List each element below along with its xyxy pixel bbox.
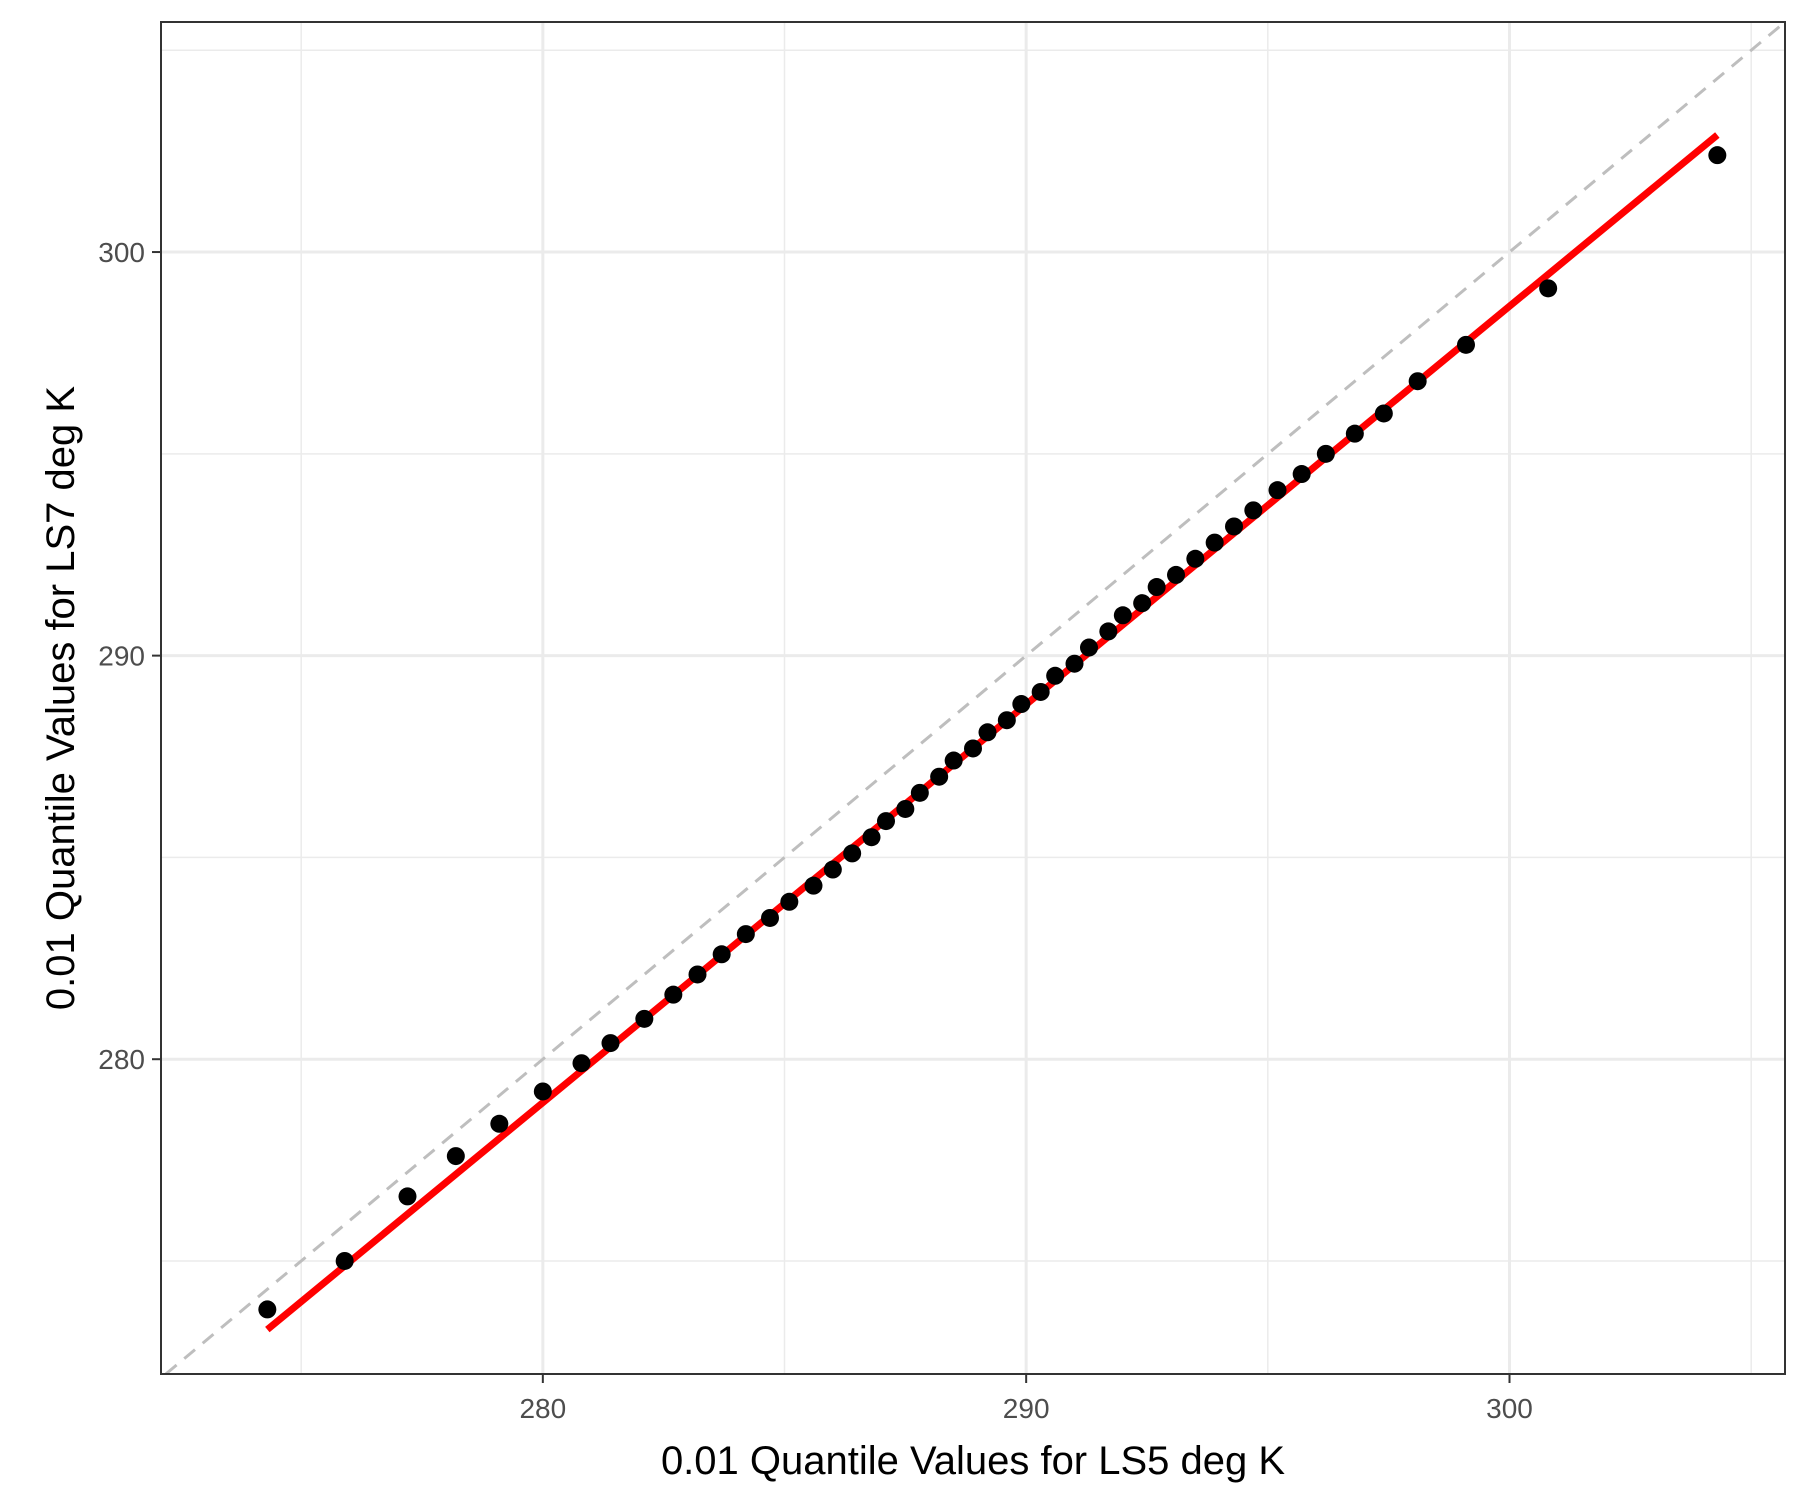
data-point — [736, 925, 755, 944]
data-point — [1205, 533, 1224, 552]
x-tick-label: 290 — [1003, 1393, 1050, 1424]
data-point — [1225, 517, 1243, 536]
x-tick-label: 280 — [519, 1393, 566, 1424]
data-point — [533, 1082, 552, 1101]
data-point — [1065, 654, 1084, 673]
panel-border — [160, 21, 1786, 1375]
data-point — [601, 1034, 620, 1053]
data-point — [877, 812, 895, 831]
major-gridlines — [161, 22, 1785, 1374]
data-point — [1345, 424, 1364, 443]
data-point — [398, 1187, 417, 1206]
data-point — [964, 739, 982, 758]
data-point — [1133, 594, 1152, 613]
data-point — [1031, 682, 1050, 701]
data-point — [446, 1147, 465, 1166]
x-axis-ticks: 280 290 300 — [519, 1374, 1533, 1424]
data-point — [843, 844, 862, 863]
data-point — [944, 751, 963, 770]
data-point — [910, 783, 929, 802]
data-point — [1457, 335, 1475, 354]
y-axis-title: 0.01 Quantile Values for LS7 deg K — [39, 386, 83, 1010]
identity-line — [164, 20, 1786, 1376]
data-point — [635, 1009, 654, 1028]
data-point — [1186, 549, 1205, 568]
data-point — [1046, 666, 1065, 685]
data-point — [1292, 465, 1311, 484]
data-point — [1099, 622, 1118, 641]
x-axis-title: 0.01 Quantile Values for LS5 deg K — [661, 1439, 1285, 1483]
data-point — [688, 965, 707, 984]
data-point — [572, 1054, 591, 1073]
data-point — [664, 985, 683, 1004]
data-point — [1316, 444, 1335, 463]
data-point — [1080, 638, 1098, 657]
data-point — [1268, 481, 1287, 500]
data-point — [1167, 565, 1185, 584]
data-point — [1374, 404, 1393, 423]
data-point — [1012, 695, 1031, 714]
data-point — [862, 828, 881, 847]
data-point — [258, 1300, 277, 1319]
data-point — [1539, 279, 1558, 298]
scatter-points — [258, 146, 1727, 1319]
data-point — [1147, 578, 1166, 597]
data-point — [823, 860, 842, 879]
data-point — [1244, 501, 1263, 520]
minor-gridlines — [161, 22, 1785, 1374]
data-point — [712, 945, 731, 964]
data-point — [1408, 372, 1427, 391]
data-point — [978, 723, 997, 742]
data-point — [896, 799, 915, 818]
data-point — [490, 1114, 509, 1133]
data-point — [335, 1251, 354, 1270]
data-point — [1113, 606, 1132, 625]
y-tick-label: 290 — [98, 641, 145, 672]
data-point — [1708, 146, 1727, 165]
y-axis-ticks: 280 290 300 — [98, 237, 161, 1075]
data-point — [997, 711, 1016, 730]
data-point — [930, 767, 949, 786]
data-point — [804, 876, 823, 895]
identity-reference-line — [164, 20, 1786, 1376]
x-tick-label: 300 — [1486, 1393, 1533, 1424]
y-tick-label: 300 — [98, 237, 145, 268]
y-tick-label: 280 — [98, 1044, 145, 1075]
data-point — [780, 892, 799, 911]
data-point — [761, 908, 779, 927]
